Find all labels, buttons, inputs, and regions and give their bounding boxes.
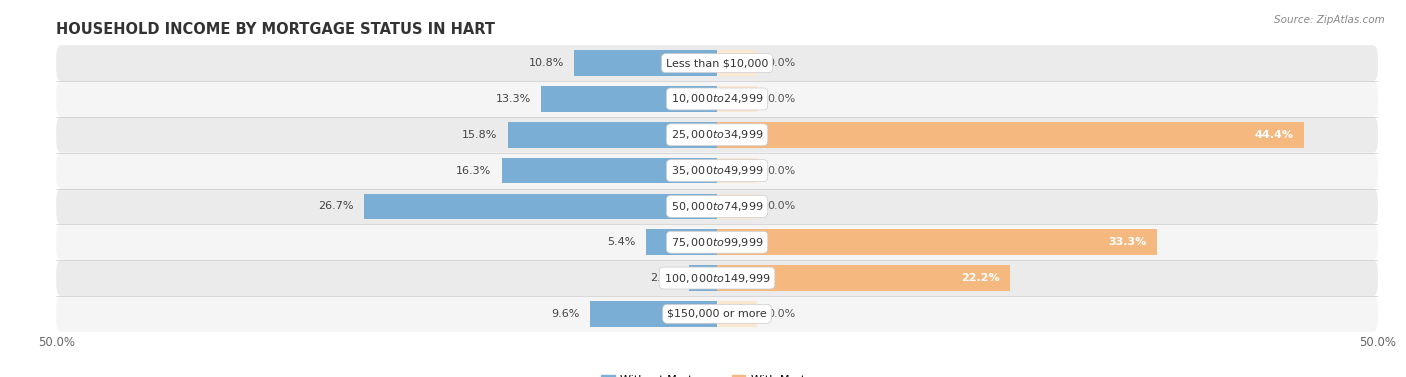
Bar	[717, 50, 756, 76]
Text: 15.8%: 15.8%	[463, 130, 498, 140]
Bar	[591, 301, 717, 327]
Text: $35,000 to $49,999: $35,000 to $49,999	[671, 164, 763, 177]
Text: Less than $10,000: Less than $10,000	[666, 58, 768, 68]
Text: $50,000 to $74,999: $50,000 to $74,999	[671, 200, 763, 213]
Bar	[717, 86, 756, 112]
FancyBboxPatch shape	[56, 153, 1378, 188]
Text: $10,000 to $24,999: $10,000 to $24,999	[671, 92, 763, 106]
Bar	[508, 122, 717, 148]
Text: 2.1%: 2.1%	[651, 273, 679, 283]
Text: HOUSEHOLD INCOME BY MORTGAGE STATUS IN HART: HOUSEHOLD INCOME BY MORTGAGE STATUS IN H…	[56, 22, 495, 37]
Bar	[717, 158, 756, 184]
Text: $100,000 to $149,999: $100,000 to $149,999	[664, 271, 770, 285]
Text: 0.0%: 0.0%	[768, 166, 796, 176]
Bar	[717, 301, 756, 327]
FancyBboxPatch shape	[56, 296, 1378, 332]
FancyBboxPatch shape	[56, 117, 1378, 153]
Text: 44.4%: 44.4%	[1254, 130, 1294, 140]
Text: 33.3%: 33.3%	[1108, 237, 1146, 247]
Bar	[717, 229, 1157, 255]
Bar	[574, 50, 717, 76]
Text: 10.8%: 10.8%	[529, 58, 564, 68]
Bar	[717, 265, 1011, 291]
Text: 0.0%: 0.0%	[768, 58, 796, 68]
Text: 13.3%: 13.3%	[495, 94, 530, 104]
Bar	[541, 86, 717, 112]
FancyBboxPatch shape	[56, 224, 1378, 260]
Text: $150,000 or more: $150,000 or more	[668, 309, 766, 319]
Text: Source: ZipAtlas.com: Source: ZipAtlas.com	[1274, 15, 1385, 25]
Text: 5.4%: 5.4%	[607, 237, 636, 247]
FancyBboxPatch shape	[56, 188, 1378, 224]
Bar	[717, 122, 1303, 148]
Legend: Without Mortgage, With Mortgage: Without Mortgage, With Mortgage	[596, 370, 838, 377]
FancyBboxPatch shape	[56, 81, 1378, 117]
Text: $25,000 to $34,999: $25,000 to $34,999	[671, 128, 763, 141]
Text: 0.0%: 0.0%	[768, 201, 796, 211]
Bar	[364, 193, 717, 219]
FancyBboxPatch shape	[56, 45, 1378, 81]
Text: 26.7%: 26.7%	[318, 201, 354, 211]
FancyBboxPatch shape	[56, 260, 1378, 296]
Text: 0.0%: 0.0%	[768, 94, 796, 104]
Bar	[717, 193, 756, 219]
Bar	[502, 158, 717, 184]
Bar	[689, 265, 717, 291]
Text: 16.3%: 16.3%	[456, 166, 491, 176]
Text: 9.6%: 9.6%	[551, 309, 579, 319]
Bar	[645, 229, 717, 255]
Text: 0.0%: 0.0%	[768, 309, 796, 319]
Text: 22.2%: 22.2%	[962, 273, 1000, 283]
Text: $75,000 to $99,999: $75,000 to $99,999	[671, 236, 763, 249]
